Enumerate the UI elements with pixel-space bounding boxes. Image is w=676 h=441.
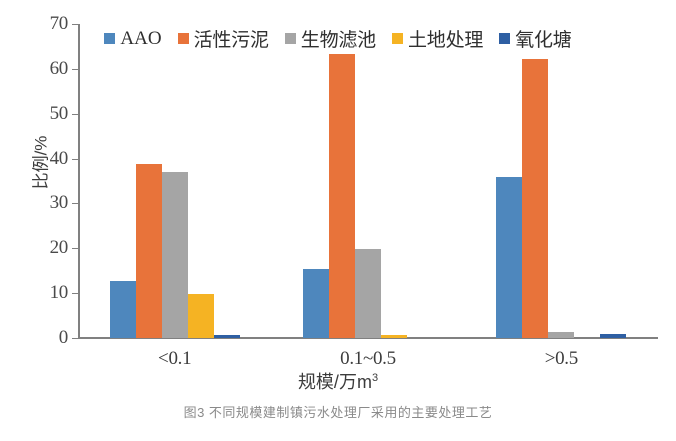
bar-生物滤池[interactable] <box>161 172 188 338</box>
legend-item-生物滤池[interactable]: 生物滤池 <box>284 25 376 52</box>
y-axis-label: 比例/% <box>31 135 51 190</box>
y-tick-mark <box>72 158 78 160</box>
legend-label: 生物滤池 <box>300 30 376 51</box>
bar-活性污泥[interactable] <box>135 163 162 338</box>
bar-AAO[interactable] <box>302 269 329 338</box>
bar-group: >0.5 <box>465 24 658 369</box>
x-axis-line <box>78 337 658 339</box>
figure-caption: 图3 不同规模建制镇污水处理厂采用的主要处理工艺 <box>183 405 493 420</box>
bar-group-bars <box>78 24 271 338</box>
y-tick-mark <box>72 24 78 25</box>
bar-AAO[interactable] <box>109 280 136 338</box>
bar-活性污泥[interactable] <box>328 54 355 338</box>
bar-group-bars <box>465 24 658 338</box>
legend-label: 氧化塘 <box>515 30 572 51</box>
y-tick-mark <box>72 248 78 250</box>
x-tick-label: >0.5 <box>544 348 579 369</box>
legend-label: AAO <box>120 27 162 49</box>
legend-swatch-icon <box>284 33 296 44</box>
legend-item-氧化塘[interactable]: 氧化塘 <box>499 25 572 52</box>
bar-氧化塘[interactable] <box>213 334 240 338</box>
y-tick-label: 50 <box>49 102 69 124</box>
y-tick-label: 60 <box>49 57 69 79</box>
legend-label: 土地处理 <box>407 30 484 51</box>
x-axis-label: 规模/万m3 <box>0 368 676 394</box>
legend-swatch-icon <box>499 33 511 44</box>
x-tick-label: <0.1 <box>158 348 192 369</box>
y-tick-label: 70 <box>49 13 69 34</box>
y-tick-label: 10 <box>49 282 69 304</box>
bar-AAO[interactable] <box>496 177 523 338</box>
y-tick-mark <box>72 113 78 115</box>
legend-item-AAO[interactable]: AAO <box>104 27 162 50</box>
x-tick-label: 0.1~0.5 <box>340 348 396 369</box>
y-tick-mark <box>72 203 78 205</box>
legend-swatch-icon <box>177 33 189 44</box>
y-tick-label: 20 <box>49 237 69 259</box>
y-tick-label: 0 <box>58 327 69 348</box>
bar-土地处理[interactable] <box>380 334 407 338</box>
legend-swatch-icon <box>391 33 403 44</box>
bar-氧化塘[interactable] <box>600 333 627 338</box>
chart-legend: AAO 活性污泥 生物滤池 土地处理 氧化塘 <box>0 25 676 52</box>
bar-group: 0.1~0.5 <box>271 24 464 369</box>
bar-活性污泥[interactable] <box>522 59 549 338</box>
y-tick-label: 30 <box>49 192 69 214</box>
bar-生物滤池[interactable] <box>354 248 381 338</box>
legend-item-土地处理[interactable]: 土地处理 <box>391 25 484 52</box>
y-tick-mark <box>72 293 78 295</box>
legend-swatch-icon <box>104 33 116 44</box>
bar-土地处理[interactable] <box>187 293 214 338</box>
x-axis-label-superscript: 3 <box>371 372 379 384</box>
bar-group-bars <box>271 24 464 338</box>
x-axis-label-text: 规模/万m <box>297 372 372 392</box>
plot-area: 0 10 20 30 40 50 60 70 <0.1 0.1~0.5 >0.5 <box>50 13 658 369</box>
y-axis-line <box>78 24 80 339</box>
bar-group: <0.1 <box>78 24 271 369</box>
y-tick-mark <box>72 68 78 70</box>
y-tick-label: 40 <box>49 147 69 169</box>
y-tick-mark <box>72 338 78 339</box>
legend-label: 活性污泥 <box>193 30 269 51</box>
legend-item-活性污泥[interactable]: 活性污泥 <box>177 25 269 52</box>
bar-生物滤池[interactable] <box>548 332 575 338</box>
